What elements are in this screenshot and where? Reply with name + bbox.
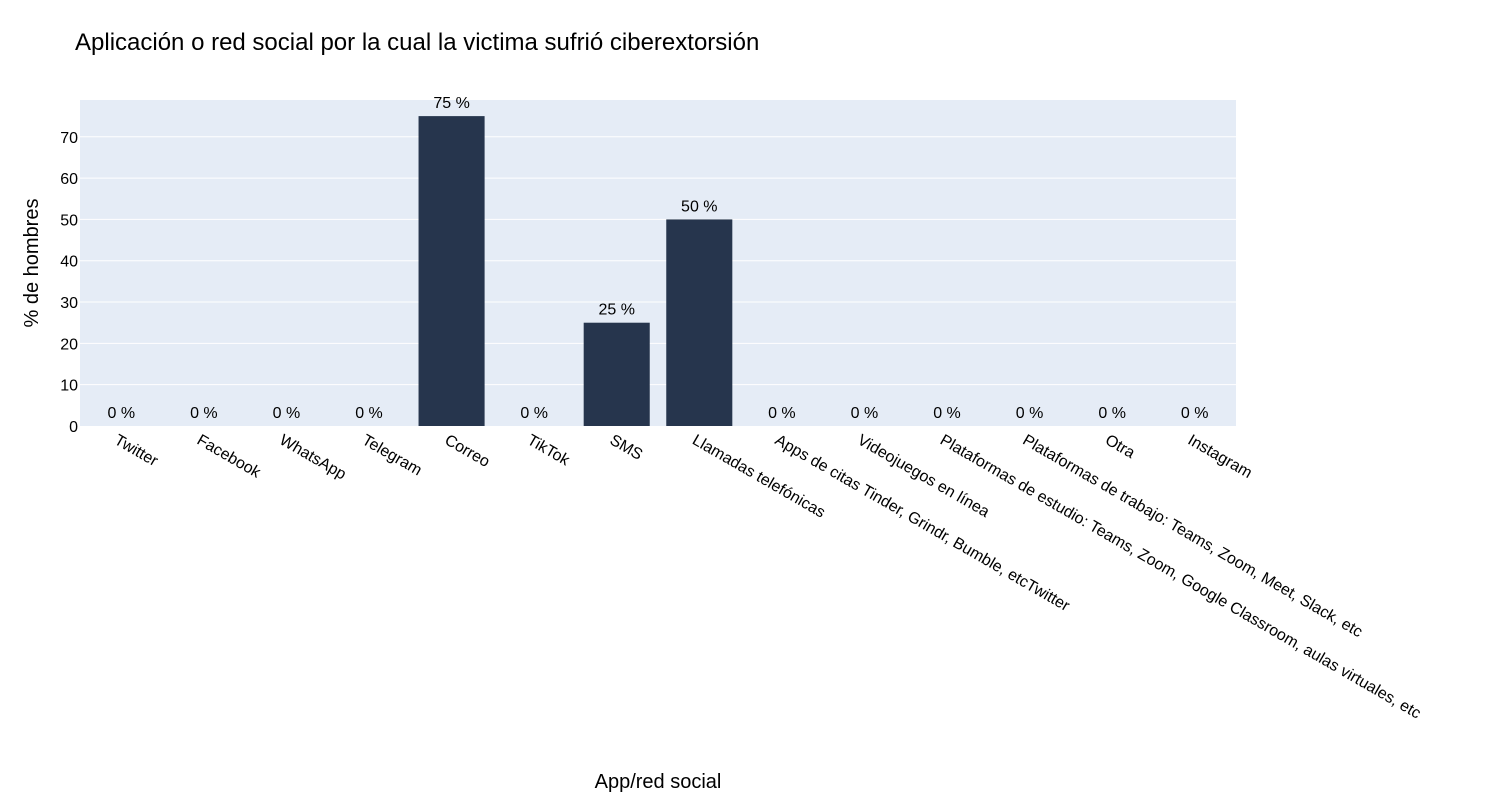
x-tick-label: Apps de citas Tinder, Grindr, Bumble, et… <box>772 432 1073 616</box>
bar-value-label: 0 % <box>273 405 301 422</box>
x-tick-label: Instagram <box>1185 432 1255 482</box>
bar-value-labels: 0 % 0 % 0 % 0 % 75 % 0 % 25 % 50 % 0 % 0 % 0 % 0 % 0… <box>107 95 1208 422</box>
x-tick-label: Twitter <box>111 432 161 471</box>
bar-value-label: 0 % <box>768 405 796 422</box>
bar-value-label: 25 % <box>598 302 634 319</box>
y-tick-label: 40 <box>60 254 78 271</box>
x-axis-ticks: Twitter Facebook WhatsApp Telegram Correo Tik… <box>111 432 1423 723</box>
y-tick-label: 60 <box>60 171 78 188</box>
x-tick-label: Correo <box>442 432 493 471</box>
bar <box>583 322 650 426</box>
bar-value-label: 0 % <box>355 405 383 422</box>
x-tick-label: WhatsApp <box>276 432 349 484</box>
bar-value-label: 50 % <box>681 198 717 215</box>
bar-value-label: 0 % <box>520 405 548 422</box>
y-tick-label: 0 <box>69 419 78 436</box>
bar-value-label: 75 % <box>433 95 469 112</box>
x-tick-label: Facebook <box>194 432 264 482</box>
bar <box>418 116 485 426</box>
y-axis-ticks: 0 10 20 30 40 50 60 70 <box>60 130 78 436</box>
plot-background <box>80 100 1236 426</box>
x-tick-label: TikTok <box>524 432 573 470</box>
x-tick-label: Otra <box>1102 432 1138 462</box>
bar-value-label: 0 % <box>933 405 961 422</box>
x-axis-title: App/red social <box>595 771 722 793</box>
bar-value-label: 0 % <box>190 405 218 422</box>
bar-value-label: 0 % <box>107 405 135 422</box>
bar-value-label: 0 % <box>851 405 879 422</box>
bar-value-label: 0 % <box>1181 405 1209 422</box>
bar-value-label: 0 % <box>1016 405 1044 422</box>
y-tick-label: 50 <box>60 212 78 229</box>
x-tick-label: Plataformas de trabajo: Teams, Zoom, Mee… <box>1020 432 1366 641</box>
y-tick-label: 10 <box>60 378 78 395</box>
y-tick-label: 20 <box>60 336 78 353</box>
chart-title: Aplicación o red social por la cual la v… <box>75 29 759 56</box>
gridlines <box>80 136 1236 386</box>
y-tick-label: 30 <box>60 295 78 312</box>
y-tick-label: 70 <box>60 130 78 147</box>
bar <box>666 219 733 426</box>
bars <box>418 116 733 426</box>
x-tick-label: Telegram <box>359 432 424 480</box>
x-tick-label: Llamadas telefónicas <box>689 432 828 522</box>
y-axis-title: % de hombres <box>21 199 43 328</box>
x-tick-label: Videojuegos en línea <box>854 432 992 521</box>
x-tick-label: SMS <box>607 432 646 464</box>
bar-value-label: 0 % <box>1098 405 1126 422</box>
